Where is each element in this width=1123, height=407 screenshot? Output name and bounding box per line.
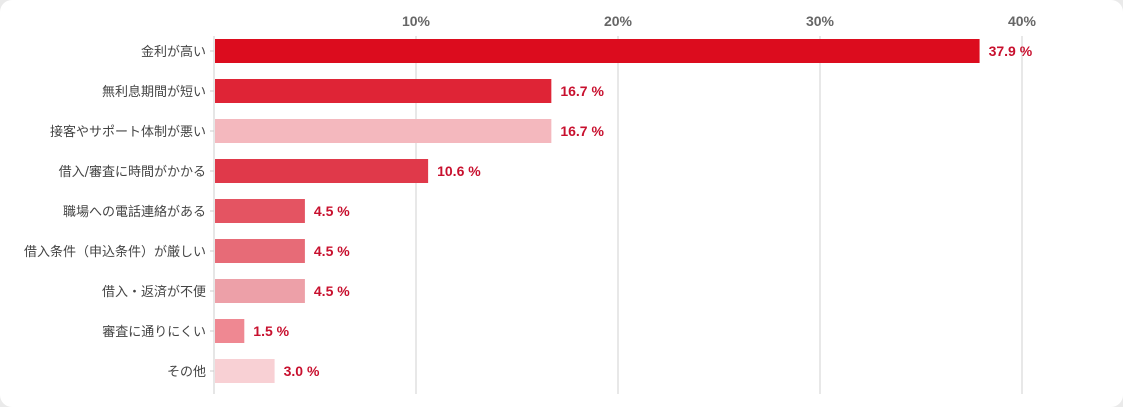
bar <box>215 199 305 223</box>
bar <box>215 279 305 303</box>
bar <box>215 239 305 263</box>
value-label: 4.5 % <box>314 283 350 299</box>
value-label: 4.5 % <box>314 203 350 219</box>
bar <box>215 159 429 183</box>
value-label: 16.7 % <box>560 83 604 99</box>
bar <box>215 119 552 143</box>
category-label: 借入/審査に時間がかかる <box>59 165 206 180</box>
value-label: 3.0 % <box>284 363 320 379</box>
category-label: 金利が高い <box>141 44 206 60</box>
x-tick-label: 10% <box>402 13 431 29</box>
value-label: 4.5 % <box>314 243 350 259</box>
x-tick-label: 40% <box>1008 13 1037 29</box>
category-label: 無利息期間が短い <box>102 84 206 100</box>
category-label: 審査に通りにくい <box>102 325 206 340</box>
category-label: 借入・返済が不便 <box>102 284 206 300</box>
value-label: 16.7 % <box>560 123 604 139</box>
value-label: 37.9 % <box>989 43 1033 59</box>
bar <box>215 39 980 63</box>
bar <box>215 79 552 103</box>
bar <box>215 359 275 383</box>
category-label: 接客やサポート体制が悪い <box>50 124 206 140</box>
x-tick-label: 30% <box>806 13 835 29</box>
category-label: その他 <box>167 365 206 380</box>
x-tick-label: 20% <box>604 13 633 29</box>
bar <box>215 319 245 343</box>
category-label: 職場への電話連絡がある <box>63 204 206 220</box>
value-label: 10.6 % <box>437 163 481 179</box>
category-label: 借入条件（申込条件）が厳しい <box>24 244 206 260</box>
value-label: 1.5 % <box>253 323 289 339</box>
